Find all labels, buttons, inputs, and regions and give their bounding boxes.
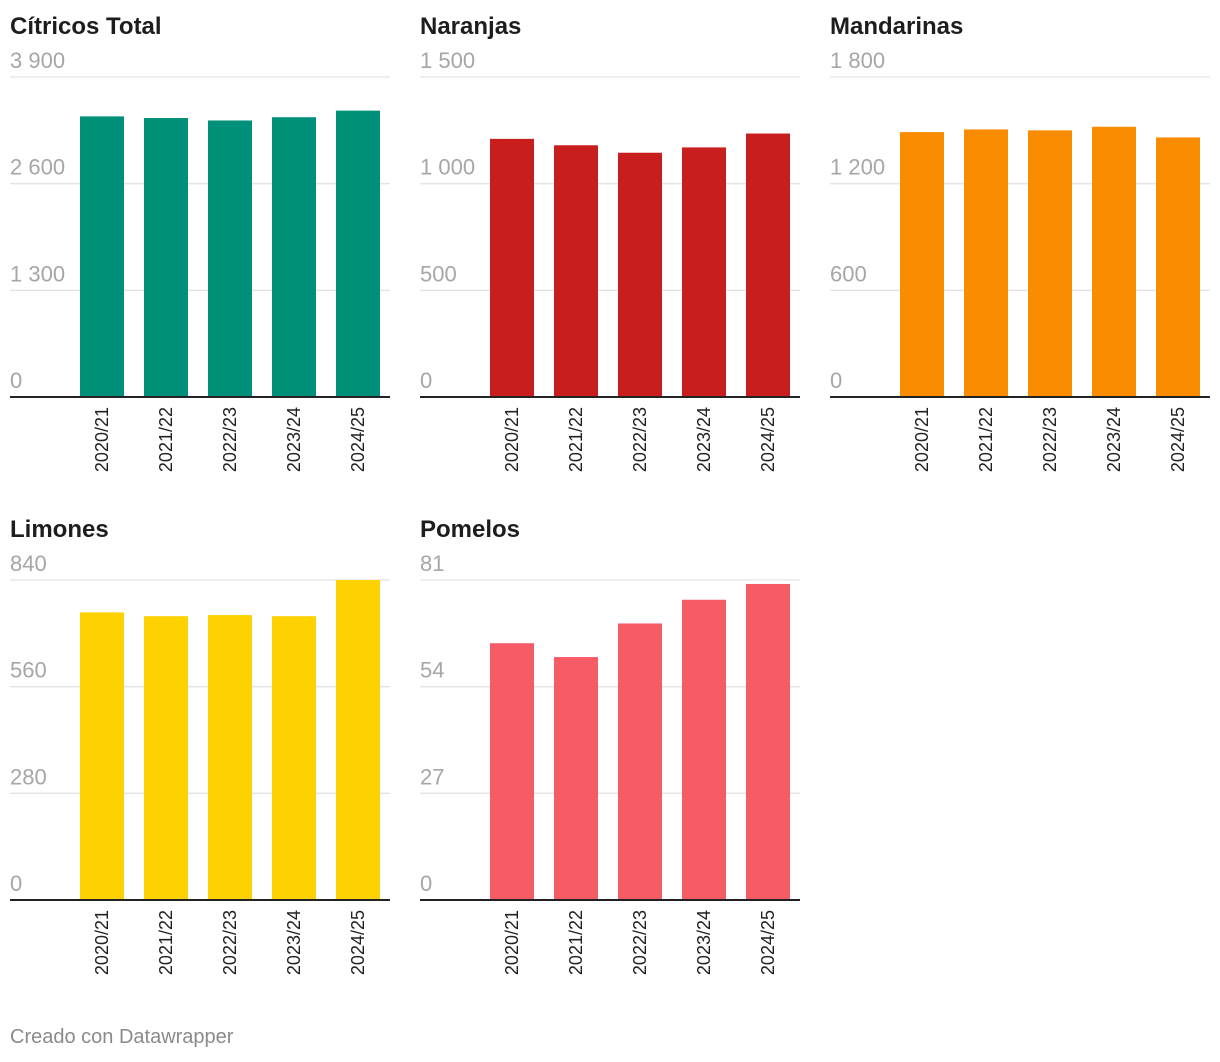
- x-tick-label: 2024/25: [758, 407, 778, 472]
- panel-title: Naranjas: [420, 13, 521, 40]
- x-tick-label: 2022/23: [630, 407, 650, 472]
- x-tick-label: 2020/21: [502, 910, 522, 975]
- bar: [336, 110, 380, 398]
- y-tick-label: 0: [830, 368, 842, 393]
- bar: [208, 615, 252, 900]
- x-tick-label: 2020/21: [502, 407, 522, 472]
- chart-panel: Cítricos Total 0 1 300 2 600 3 900 2020/21 202…: [10, 13, 390, 472]
- x-tick-label: 2023/24: [694, 407, 714, 472]
- bar: [490, 138, 534, 397]
- bar: [1156, 137, 1200, 397]
- chart-panel: Limones 0 280 560 840 2020/21 2021/22 2022/23 20…: [10, 516, 390, 975]
- bar: [208, 120, 252, 397]
- y-tick-label: 840: [10, 551, 47, 576]
- y-tick-label: 1 000: [420, 155, 475, 180]
- x-tick-label: 2024/25: [758, 910, 778, 975]
- datawrapper-credit: Creado con Datawrapper: [10, 1026, 234, 1048]
- bar: [144, 118, 188, 398]
- y-tick-label: 280: [10, 764, 47, 789]
- x-tick-label: 2020/21: [912, 407, 932, 472]
- bar: [618, 152, 662, 397]
- y-tick-label: 0: [420, 368, 432, 393]
- bar: [746, 583, 790, 900]
- bar: [272, 616, 316, 900]
- y-tick-label: 1 800: [830, 48, 885, 73]
- bar: [1028, 130, 1072, 398]
- x-tick-label: 2020/21: [92, 407, 112, 472]
- x-tick-label: 2024/25: [348, 910, 368, 975]
- y-tick-label: 0: [10, 368, 22, 393]
- bar: [490, 643, 534, 900]
- y-tick-label: 54: [420, 658, 444, 683]
- x-tick-label: 2021/22: [156, 407, 176, 472]
- y-tick-label: 1 300: [10, 261, 65, 286]
- x-tick-label: 2023/24: [1104, 407, 1124, 472]
- x-tick-label: 2021/22: [566, 407, 586, 472]
- bar: [900, 132, 944, 397]
- bar: [272, 117, 316, 397]
- y-tick-label: 3 900: [10, 48, 65, 73]
- bar: [336, 580, 380, 900]
- panel-title: Mandarinas: [830, 13, 963, 40]
- bar: [1092, 126, 1136, 398]
- chart-panel: Mandarinas 0 600 1 200 1 800 2020/21 2021/22 20…: [830, 13, 1210, 472]
- bar: [80, 612, 124, 900]
- x-tick-label: 2024/25: [348, 407, 368, 472]
- bar: [554, 657, 598, 900]
- x-tick-label: 2022/23: [220, 407, 240, 472]
- y-tick-label: 81: [420, 551, 444, 576]
- x-tick-label: 2023/24: [284, 407, 304, 472]
- y-tick-label: 600: [830, 261, 867, 286]
- y-tick-label: 0: [10, 871, 22, 896]
- bar: [80, 116, 124, 397]
- x-tick-label: 2021/22: [156, 910, 176, 975]
- y-tick-label: 500: [420, 261, 457, 286]
- chart-panel: Naranjas 0 500 1 000 1 500 2020/21 2021/22 2022…: [420, 13, 800, 472]
- bar: [618, 623, 662, 900]
- x-tick-label: 2024/25: [1168, 407, 1188, 472]
- bar: [144, 616, 188, 900]
- bar: [746, 133, 790, 398]
- x-tick-label: 2021/22: [566, 910, 586, 975]
- x-tick-label: 2023/24: [694, 910, 714, 975]
- y-tick-label: 2 600: [10, 155, 65, 180]
- panel-title: Limones: [10, 516, 109, 543]
- x-tick-label: 2022/23: [220, 910, 240, 975]
- chart-panel: Pomelos 0 27 54 81 2020/21 2021/22 2022/23 2023/…: [420, 516, 800, 975]
- x-tick-label: 2022/23: [630, 910, 650, 975]
- y-tick-label: 27: [420, 764, 444, 789]
- y-tick-label: 1 200: [830, 155, 885, 180]
- y-tick-label: 560: [10, 658, 47, 683]
- bar: [964, 129, 1008, 397]
- bar: [554, 145, 598, 397]
- x-tick-label: 2022/23: [1040, 407, 1060, 472]
- panel-title: Cítricos Total: [10, 13, 162, 40]
- bar: [682, 147, 726, 397]
- x-tick-label: 2023/24: [284, 910, 304, 975]
- y-tick-label: 0: [420, 871, 432, 896]
- y-tick-label: 1 500: [420, 48, 475, 73]
- x-tick-label: 2021/22: [976, 407, 996, 472]
- bar: [682, 599, 726, 900]
- panel-title: Pomelos: [420, 516, 520, 543]
- x-tick-label: 2020/21: [92, 910, 112, 975]
